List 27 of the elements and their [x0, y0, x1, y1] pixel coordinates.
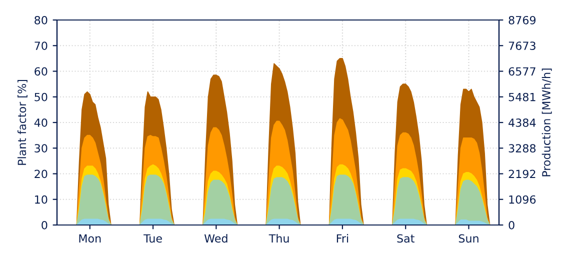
y2-tick-label: 8769	[508, 16, 536, 24]
y-tick-label: 10	[35, 195, 48, 204]
y2-tick-label: 7673	[508, 42, 536, 50]
x-tick-label: Thu	[268, 234, 289, 243]
y2-tick-label: 0	[508, 220, 514, 230]
y2-tick-label: 4384	[508, 118, 536, 127]
y-tick-label: 30	[34, 144, 48, 153]
y2-tick-label: 6577	[508, 67, 536, 76]
x-tick-label: Wed	[204, 234, 228, 243]
y-tick-label: 80	[34, 16, 48, 24]
y-tick-label: 70	[34, 42, 48, 50]
y2-tick-label: 3288	[508, 144, 536, 153]
y-axis-title: Plant factor [%]	[18, 80, 28, 165]
y-tick-label: 0	[42, 220, 48, 230]
x-tick-label: Fri	[336, 234, 348, 242]
x-tick-label: Sat	[397, 234, 414, 243]
y2-tick-label: 5481	[508, 92, 536, 102]
x-tick-label: Mon	[79, 234, 101, 243]
y-tick-label: 50	[34, 92, 48, 102]
y2-axis-title: Production [MWh/h]	[542, 68, 552, 176]
y-tick-label: 20	[34, 170, 48, 178]
y-tick-label: 60	[34, 67, 48, 76]
x-tick-label: Sun	[458, 234, 478, 243]
y2-tick-label: 1096	[509, 195, 536, 204]
x-tick-label: Tue	[144, 234, 162, 243]
y2-tick-label: 2192	[508, 170, 536, 178]
y-tick-label: 40	[34, 118, 48, 127]
